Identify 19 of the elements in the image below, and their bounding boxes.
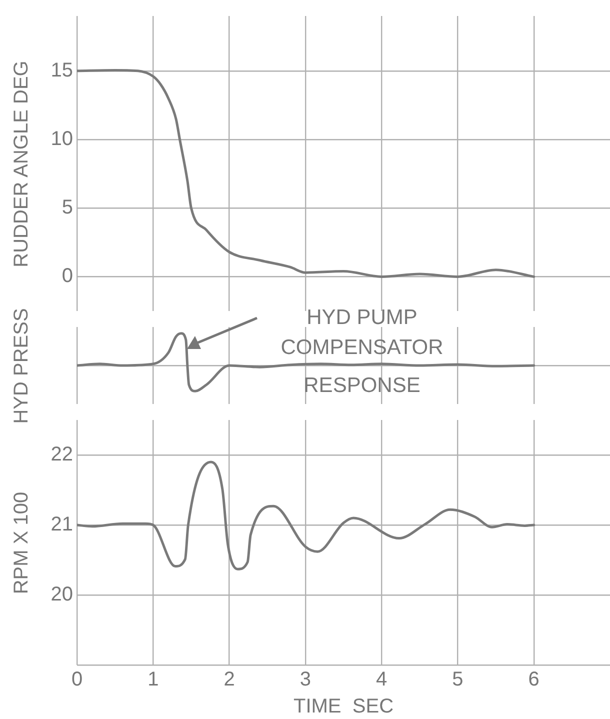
x-tick-label: 6 (528, 668, 540, 691)
y-axis-title: RPM X 100 (10, 491, 34, 594)
y-tick-label: 0 (62, 265, 73, 288)
y-tick-label: 22 (50, 444, 73, 466)
line-series (77, 460, 536, 570)
x-axis-title: TIME SEC (293, 696, 394, 718)
line-series (77, 68, 536, 278)
y-axis-title: RUDDER ANGLE DEG (10, 60, 34, 267)
y-tick-label: 15 (50, 59, 73, 82)
y-axis-title: HYD PRESS (10, 308, 34, 424)
x-tick-label: 4 (376, 668, 388, 691)
x-tick-label: 1 (148, 668, 159, 691)
x-tick-label: 3 (300, 668, 311, 691)
y-tick-label: 21 (50, 514, 73, 536)
x-tick-label: 2 (224, 668, 235, 691)
y-tick-label: 20 (50, 584, 73, 606)
y-tick-label: 10 (50, 128, 73, 150)
x-tick-label: 5 (452, 668, 464, 691)
y-tick-label: 5 (62, 196, 73, 219)
